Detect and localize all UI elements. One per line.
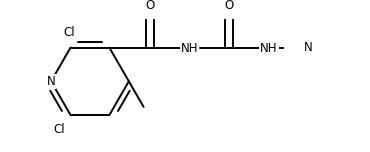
- Text: N: N: [47, 75, 55, 88]
- Text: O: O: [225, 0, 234, 12]
- Text: Cl: Cl: [63, 26, 75, 39]
- Text: NH: NH: [181, 41, 198, 55]
- Text: NH: NH: [260, 41, 278, 55]
- Text: Cl: Cl: [54, 123, 65, 136]
- Text: O: O: [145, 0, 154, 12]
- Text: N: N: [304, 41, 313, 54]
